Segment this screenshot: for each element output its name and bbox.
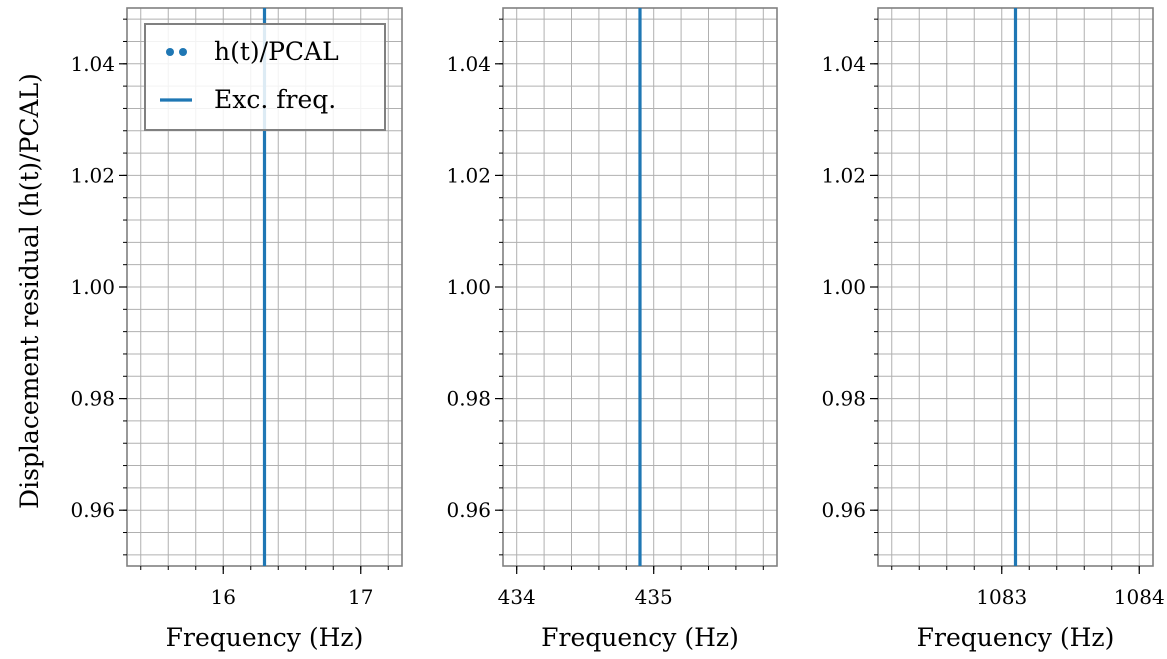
x-tick-label: 435 — [635, 585, 673, 609]
y-tick-label: 1.04 — [70, 52, 115, 76]
y-tick-label: 1.02 — [446, 163, 491, 187]
x-axis-title: Frequency (Hz) — [917, 623, 1115, 652]
x-tick-label: 1083 — [976, 585, 1027, 609]
y-tick-label: 0.96 — [70, 498, 115, 522]
y-axis-title: Displacement residual (h(t)/PCAL) — [15, 73, 44, 509]
y-tick-label: 1.04 — [446, 52, 491, 76]
legend-box — [144, 23, 386, 131]
subplots: 16 17 0.96 0.98 1.00 1.02 1.04 Frequency (Hz) h(… — [70, 7, 1165, 652]
x-axis-title: Frequency (Hz) — [541, 623, 739, 652]
subplot-3: 1083 1084 0.96 0.98 1.00 1.02 1.04 Frequency (H… — [821, 7, 1165, 652]
legend-label: h(t)/PCAL — [214, 37, 339, 66]
y-tick-label: 0.96 — [821, 498, 866, 522]
y-tick-label: 0.98 — [821, 387, 866, 411]
y-tick-label: 0.96 — [446, 498, 491, 522]
y-tick-label: 1.02 — [821, 163, 866, 187]
y-tick-label: 1.00 — [446, 275, 491, 299]
legend-marker — [179, 48, 187, 56]
y-tick-label: 1.02 — [70, 163, 115, 187]
x-tick-label: 1084 — [1114, 585, 1165, 609]
legend: h(t)/PCAL Exc. freq. — [144, 23, 386, 131]
y-tick-label: 1.04 — [821, 52, 866, 76]
y-tick-label: 0.98 — [70, 387, 115, 411]
subplot-1: 16 17 0.96 0.98 1.00 1.02 1.04 Frequency (Hz) h(… — [70, 7, 403, 652]
y-tick-label: 0.98 — [446, 387, 491, 411]
x-tick-label: 16 — [211, 585, 236, 609]
x-tick-label: 17 — [348, 585, 373, 609]
y-tick-label: 1.00 — [821, 275, 866, 299]
x-tick-label: 434 — [498, 585, 536, 609]
subplot-2: 434 435 0.96 0.98 1.00 1.02 1.04 Frequency (Hz) — [446, 7, 778, 652]
y-tick-label: 1.00 — [70, 275, 115, 299]
x-axis-title: Frequency (Hz) — [166, 623, 364, 652]
legend-label: Exc. freq. — [214, 85, 336, 114]
legend-marker — [166, 48, 174, 56]
